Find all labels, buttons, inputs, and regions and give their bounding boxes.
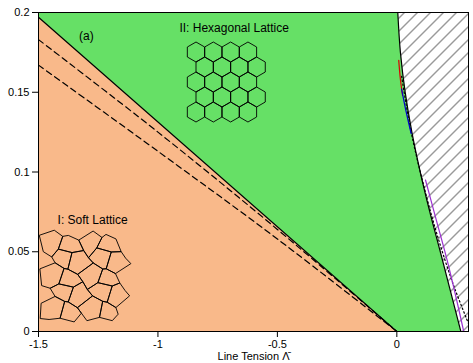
svg-text:Line Tension Λ̄: Line Tension Λ̄ [218, 350, 292, 362]
svg-text:(a): (a) [79, 29, 94, 43]
svg-text:0.1: 0.1 [14, 166, 29, 178]
svg-text:-1.5: -1.5 [29, 338, 48, 350]
svg-text:0.05: 0.05 [8, 245, 29, 257]
svg-text:-0.5: -0.5 [268, 338, 287, 350]
svg-text:0: 0 [394, 338, 400, 350]
svg-text:-1: -1 [153, 338, 163, 350]
svg-text:II: Hexagonal Lattice: II: Hexagonal Lattice [179, 21, 289, 35]
svg-text:0.15: 0.15 [8, 86, 29, 98]
svg-text:0: 0 [23, 325, 29, 337]
svg-text:0.2: 0.2 [14, 6, 29, 18]
svg-text:I: Soft Lattice: I: Soft Lattice [58, 213, 128, 227]
